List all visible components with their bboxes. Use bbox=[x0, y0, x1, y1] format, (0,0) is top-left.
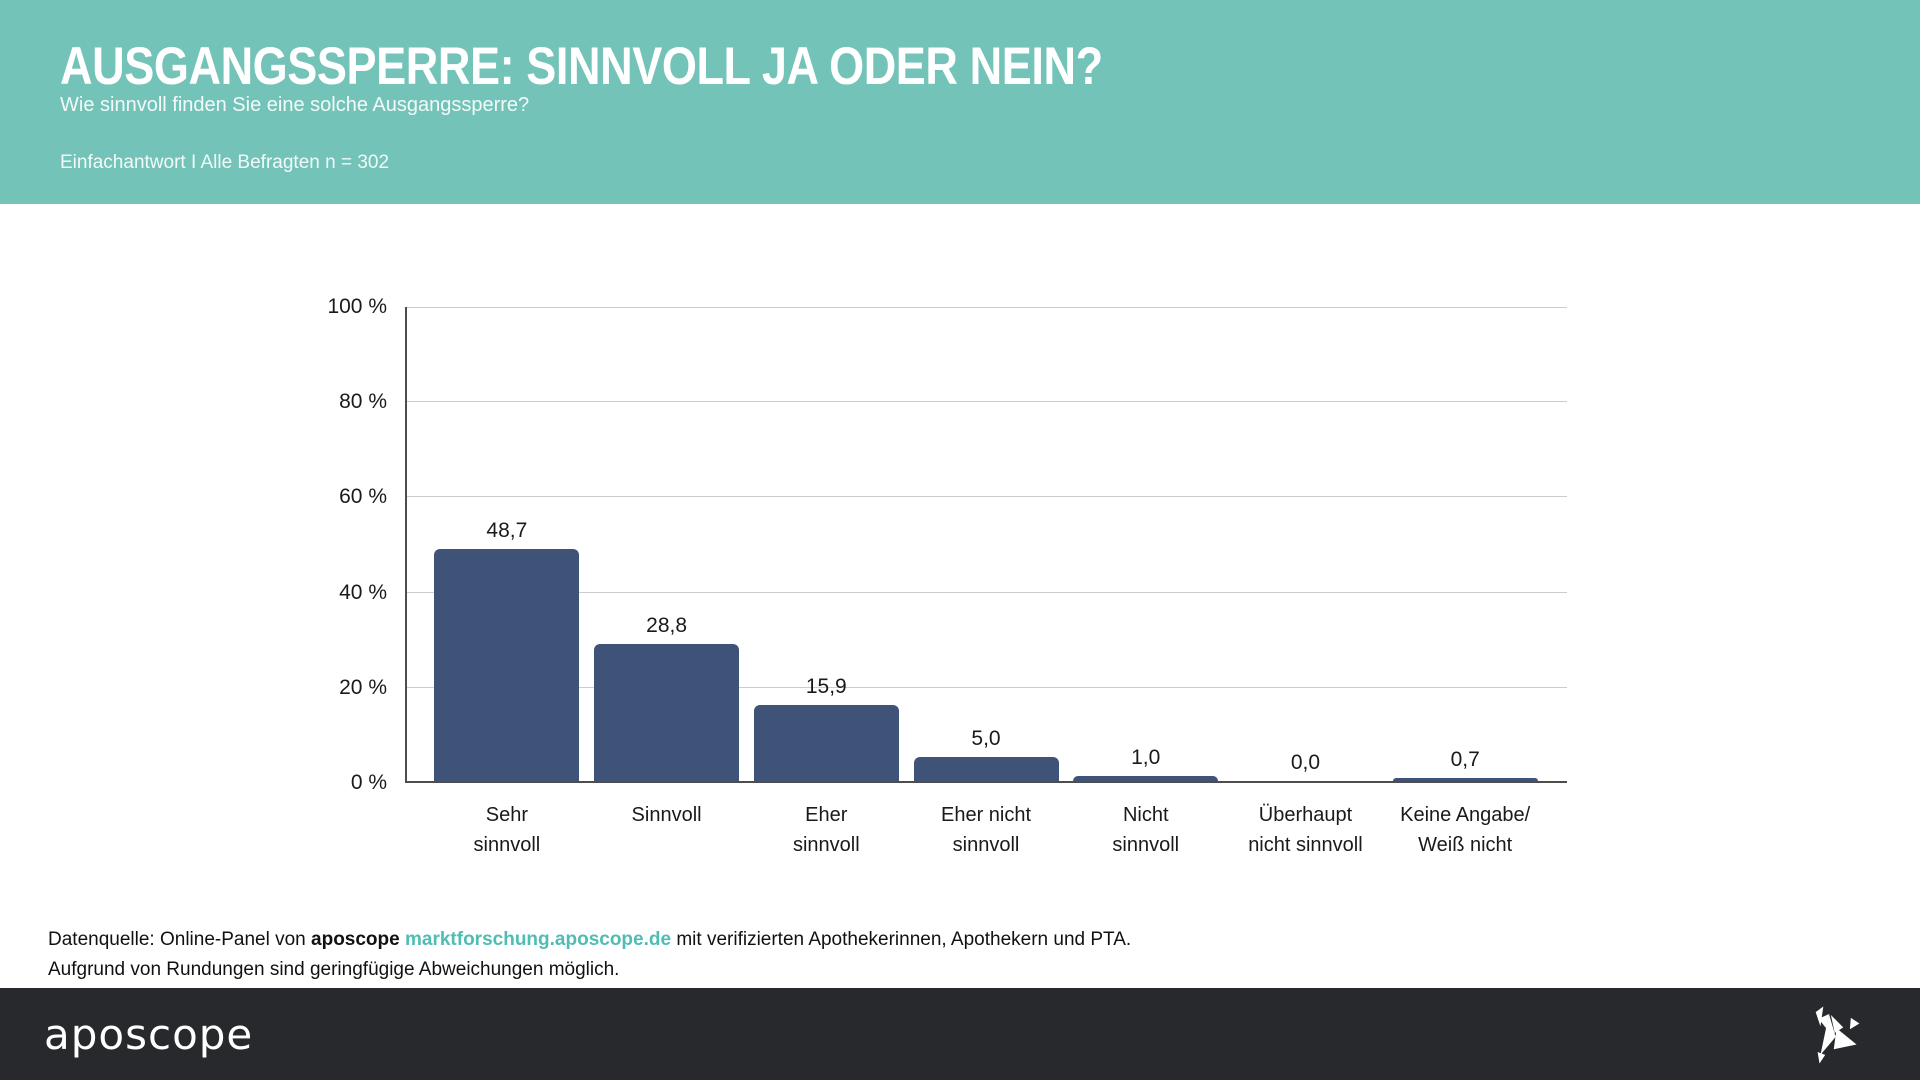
y-tick: 100 % bbox=[327, 295, 387, 318]
bar-value-label: 1,0 bbox=[1131, 746, 1161, 770]
category-label-line: Sinnvoll bbox=[631, 804, 702, 826]
source-text: mit verifizierten Apothekerinnen, Apothe… bbox=[671, 929, 1132, 950]
bars-row: 48,7 28,8 15,9 5,0 1,0 0,0 bbox=[405, 307, 1567, 781]
survey-meta: Einfachantwort I Alle Befragten n = 302 bbox=[60, 152, 390, 173]
header-band: AUSGANGSSPERRE: SINNVOLL JA ODER NEIN? W… bbox=[0, 0, 1920, 204]
category-label-line: nicht sinnvoll bbox=[1248, 834, 1363, 856]
x-axis-labels: Sehr sinnvoll Sinnvoll Eher sinnvoll Ehe… bbox=[405, 800, 1567, 860]
bar-group: 0,0 bbox=[1226, 307, 1386, 781]
bar bbox=[434, 549, 580, 781]
source-text: Datenquelle: Online-Panel von bbox=[48, 929, 312, 950]
category-label-line: Weiß nicht bbox=[1418, 834, 1513, 856]
bar bbox=[753, 705, 899, 781]
bar-group: 48,7 bbox=[427, 307, 587, 781]
category-label: Sinnvoll bbox=[587, 800, 747, 860]
bar-value-label: 48,7 bbox=[486, 519, 528, 543]
category-label: Nicht sinnvoll bbox=[1066, 800, 1226, 860]
y-tick: 20 % bbox=[339, 675, 387, 699]
bar bbox=[1073, 776, 1219, 781]
y-tick: 0 % bbox=[350, 771, 387, 794]
category-label: Sehr sinnvoll bbox=[427, 800, 587, 860]
category-label-line: sinnvoll bbox=[952, 834, 1020, 856]
page-subtitle: Wie sinnvoll finden Sie eine solche Ausg… bbox=[60, 94, 530, 116]
bar-group: 1,0 bbox=[1066, 307, 1226, 781]
source-note-line1: Datenquelle: Online-Panel von aposcope m… bbox=[48, 925, 1131, 955]
bar-value-label: 28,8 bbox=[646, 613, 688, 637]
source-note-line2: Aufgrund von Rundungen sind geringfügige… bbox=[48, 959, 620, 980]
gridline bbox=[405, 686, 1567, 688]
page-title: AUSGANGSSPERRE: SINNVOLL JA ODER NEIN? bbox=[60, 37, 1103, 96]
y-tick: 60 % bbox=[339, 485, 387, 509]
source-note: Datenquelle: Online-Panel von aposcope m… bbox=[48, 925, 1131, 985]
category-label-line: Nicht bbox=[1122, 804, 1169, 826]
bar-group: 28,8 bbox=[587, 307, 747, 781]
bar bbox=[913, 757, 1059, 781]
bar-group: 5,0 bbox=[906, 307, 1066, 781]
category-label: Keine Angabe/ Weiß nicht bbox=[1385, 800, 1545, 860]
y-tick: 40 % bbox=[339, 580, 387, 604]
bar bbox=[594, 643, 740, 781]
category-label-line: sinnvoll bbox=[1112, 834, 1180, 856]
gridline bbox=[405, 401, 1567, 403]
footer-band: aposcope bbox=[0, 988, 1920, 1080]
bar-value-label: 15,9 bbox=[805, 675, 847, 699]
category-label-line: sinnvoll bbox=[792, 834, 860, 856]
category-label: Überhaupt nicht sinnvoll bbox=[1226, 800, 1386, 860]
y-tick: 80 % bbox=[339, 390, 387, 414]
category-label-line: Eher bbox=[805, 804, 848, 826]
category-label-line: Eher nicht bbox=[940, 804, 1032, 826]
bar-chart: 48,7 28,8 15,9 5,0 1,0 0,0 bbox=[405, 307, 1567, 783]
bar-group: 0,7 bbox=[1385, 307, 1545, 781]
y-axis-ticks: 100 % 80 % 60 % 40 % 20 % 0 % bbox=[295, 295, 387, 794]
category-label-line: Keine Angabe/ bbox=[1400, 804, 1531, 826]
bar-value-label: 0,7 bbox=[1450, 747, 1480, 771]
x-axis-line bbox=[405, 781, 1567, 783]
bar-group: 15,9 bbox=[746, 307, 906, 781]
category-label-line: Überhaupt bbox=[1258, 804, 1353, 826]
bar bbox=[1392, 777, 1538, 781]
aposcope-logo: aposcope bbox=[44, 1009, 254, 1059]
category-label: Eher nicht sinnvoll bbox=[906, 800, 1066, 860]
gridline bbox=[405, 496, 1567, 498]
category-label-line: sinnvoll bbox=[473, 834, 541, 856]
gridline bbox=[405, 307, 1567, 308]
source-link[interactable]: marktforschung.aposcope.de bbox=[405, 929, 672, 950]
category-label-line: Sehr bbox=[485, 804, 528, 826]
origami-bird-icon bbox=[1815, 1006, 1860, 1064]
gridline bbox=[405, 591, 1567, 593]
y-axis-line bbox=[405, 307, 407, 783]
brand-name: aposcope bbox=[311, 929, 400, 950]
bar-value-label: 5,0 bbox=[971, 727, 1001, 751]
bar-value-label: 0,0 bbox=[1290, 751, 1321, 774]
category-label: Eher sinnvoll bbox=[746, 800, 906, 860]
